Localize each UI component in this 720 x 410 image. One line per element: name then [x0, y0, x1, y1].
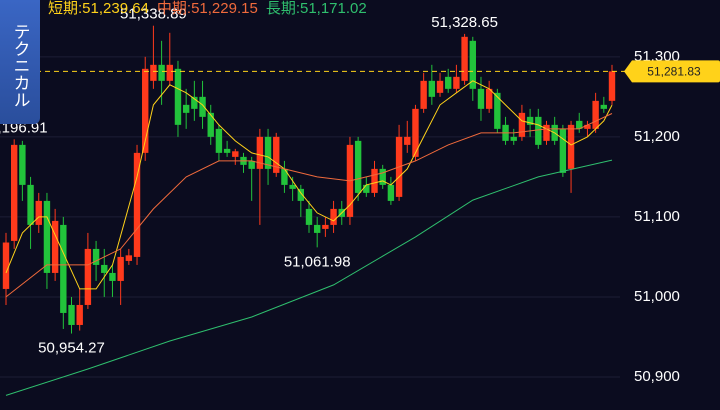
candle-body: [559, 128, 567, 173]
candle-body: [494, 92, 501, 129]
moving-average-line: [5, 113, 613, 298]
candle-body: [420, 80, 427, 109]
current-price-box: [624, 60, 720, 83]
candle-body: [567, 124, 575, 169]
candle-body: [182, 104, 190, 113]
price-annotation: 51,338.89: [120, 6, 187, 23]
candle-body: [363, 184, 370, 193]
candle-body: [10, 144, 18, 241]
candle-body: [412, 108, 419, 157]
candle-body: [387, 184, 395, 201]
candle-body: [256, 136, 264, 169]
candle-body: [584, 124, 591, 129]
candle-body: [379, 168, 386, 185]
candle-body: [84, 248, 92, 305]
candle-body: [125, 255, 133, 261]
legend-entry: 短期:51,239.64: [48, 0, 149, 17]
candle-body: [510, 136, 517, 141]
technical-tab[interactable]: テクニカル: [0, 0, 40, 124]
candle-body: [281, 168, 288, 185]
candle-body: [469, 40, 476, 89]
candle-body: [453, 76, 460, 89]
candle-body: [289, 184, 296, 189]
candle-body: [297, 188, 305, 201]
candle-body: [2, 242, 10, 289]
candle-body: [117, 256, 124, 281]
candle-body: [142, 68, 149, 153]
y-tick-label: 51,000: [634, 288, 680, 305]
candle-body: [600, 104, 608, 109]
candle-body: [264, 136, 272, 169]
candle-body: [174, 68, 182, 125]
moving-average-line: [5, 80, 613, 290]
candle-body: [518, 112, 526, 137]
legend-entry: 長期:51,171.02: [266, 0, 367, 17]
candle-body: [428, 80, 436, 97]
candle-body: [371, 168, 378, 193]
candle-body: [445, 76, 452, 89]
candle-body: [215, 128, 223, 153]
candle-body: [485, 88, 493, 109]
candle-body: [68, 304, 75, 325]
candle-body: [207, 112, 214, 137]
candle-body: [330, 208, 337, 225]
candle-body: [477, 88, 485, 109]
candle-body: [150, 64, 157, 81]
candle-body: [354, 140, 362, 193]
y-tick-label: 51,100: [634, 208, 680, 225]
candle-body: [404, 136, 411, 145]
candle-body: [273, 136, 280, 173]
candle-body: [43, 200, 51, 273]
candle-body: [322, 224, 329, 229]
candle-body: [223, 148, 231, 153]
candle-body: [51, 220, 59, 273]
candle-body: [109, 272, 116, 281]
candle-body: [436, 80, 444, 93]
candle-body: [76, 304, 83, 325]
price-annotation: 51,328.65: [431, 14, 498, 31]
y-tick-label: 51,200: [634, 128, 680, 145]
candle-body: [526, 116, 534, 125]
price-annotation: 50,954.27: [38, 340, 105, 357]
candle-body: [133, 152, 141, 257]
candle-body: [19, 144, 26, 185]
candle-body: [248, 160, 255, 169]
candle-body: [191, 96, 198, 109]
candle-body: [35, 200, 42, 225]
legend-entry: 中期:51,229.15: [157, 0, 258, 17]
current-price-label: 51,281.83: [647, 65, 701, 79]
candle-body: [232, 151, 239, 157]
candle-body: [199, 96, 206, 117]
candle-body: [166, 64, 173, 81]
candle-body: [608, 71, 616, 101]
candle-body: [305, 208, 313, 225]
candle-body: [158, 64, 165, 81]
candle-body: [101, 264, 108, 273]
candle-body: [313, 224, 321, 233]
candle-body: [92, 248, 100, 265]
candle-body: [461, 36, 468, 81]
candle-body: [535, 116, 542, 145]
candle-body: [60, 224, 67, 313]
y-tick-label: 50,900: [634, 368, 680, 385]
candle-body: [576, 120, 583, 129]
candle-body: [592, 100, 599, 129]
price-annotation: 51,061.98: [284, 253, 351, 270]
candle-body: [27, 184, 34, 225]
moving-average-line: [5, 159, 613, 396]
candle-body: [543, 124, 550, 141]
